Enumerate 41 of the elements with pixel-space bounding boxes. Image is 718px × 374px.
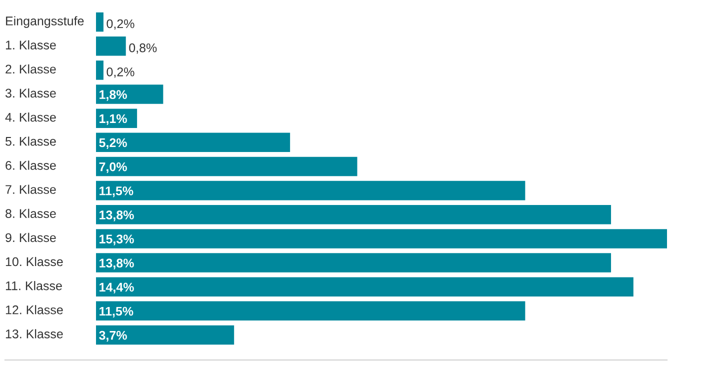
bar	[96, 253, 612, 272]
y-tick-label: 9. Klasse	[6, 232, 56, 242]
data-label: 7,0%	[99, 162, 127, 174]
data-label: 0,2%	[106, 67, 134, 78]
bar	[96, 36, 126, 56]
bar	[96, 60, 104, 80]
bar	[96, 301, 526, 321]
y-tick-label: 2. Klasse	[6, 64, 56, 74]
data-label: 11,5%	[100, 306, 134, 318]
data-label: 5,2%	[99, 138, 127, 149]
bar	[96, 205, 612, 224]
y-tick-label: 13. Klasse	[6, 329, 63, 338]
y-tick-label: Eingangsstufe	[6, 16, 84, 28]
data-label: 1,8%	[100, 90, 127, 101]
y-tick-label: 3. Klasse	[5, 88, 56, 98]
bar	[96, 12, 104, 32]
data-label: 11,5%	[100, 186, 134, 198]
y-tick-label: 8. Klasse	[6, 208, 56, 218]
y-tick-label: 5. Klasse	[6, 136, 56, 146]
y-tick-label: 7. Klasse	[6, 184, 56, 194]
y-tick-label: 10. Klasse	[6, 256, 63, 266]
data-label: 3,7%	[99, 330, 127, 342]
data-label: 13,8%	[100, 258, 134, 270]
bar	[96, 132, 290, 152]
bar	[96, 180, 526, 200]
y-tick-label: 6. Klasse	[6, 160, 56, 170]
bar	[96, 229, 667, 248]
data-label: 13,8%	[100, 210, 134, 222]
y-tick-label: 11. Klasse	[6, 281, 62, 290]
data-label: 0,8%	[129, 43, 157, 54]
y-tick-label: 1. Klasse	[6, 40, 56, 50]
bar	[96, 325, 234, 345]
data-label: 1,1%	[100, 114, 127, 125]
data-label: 0,2%	[106, 19, 134, 30]
y-tick-label: 12. Klasse	[6, 305, 63, 314]
bar	[96, 156, 358, 176]
data-label: 15,3%	[100, 234, 134, 246]
bar	[96, 84, 164, 104]
bar	[96, 277, 634, 296]
y-tick-label: 4. Klasse	[5, 112, 56, 122]
data-label: 14,4%	[100, 282, 134, 294]
